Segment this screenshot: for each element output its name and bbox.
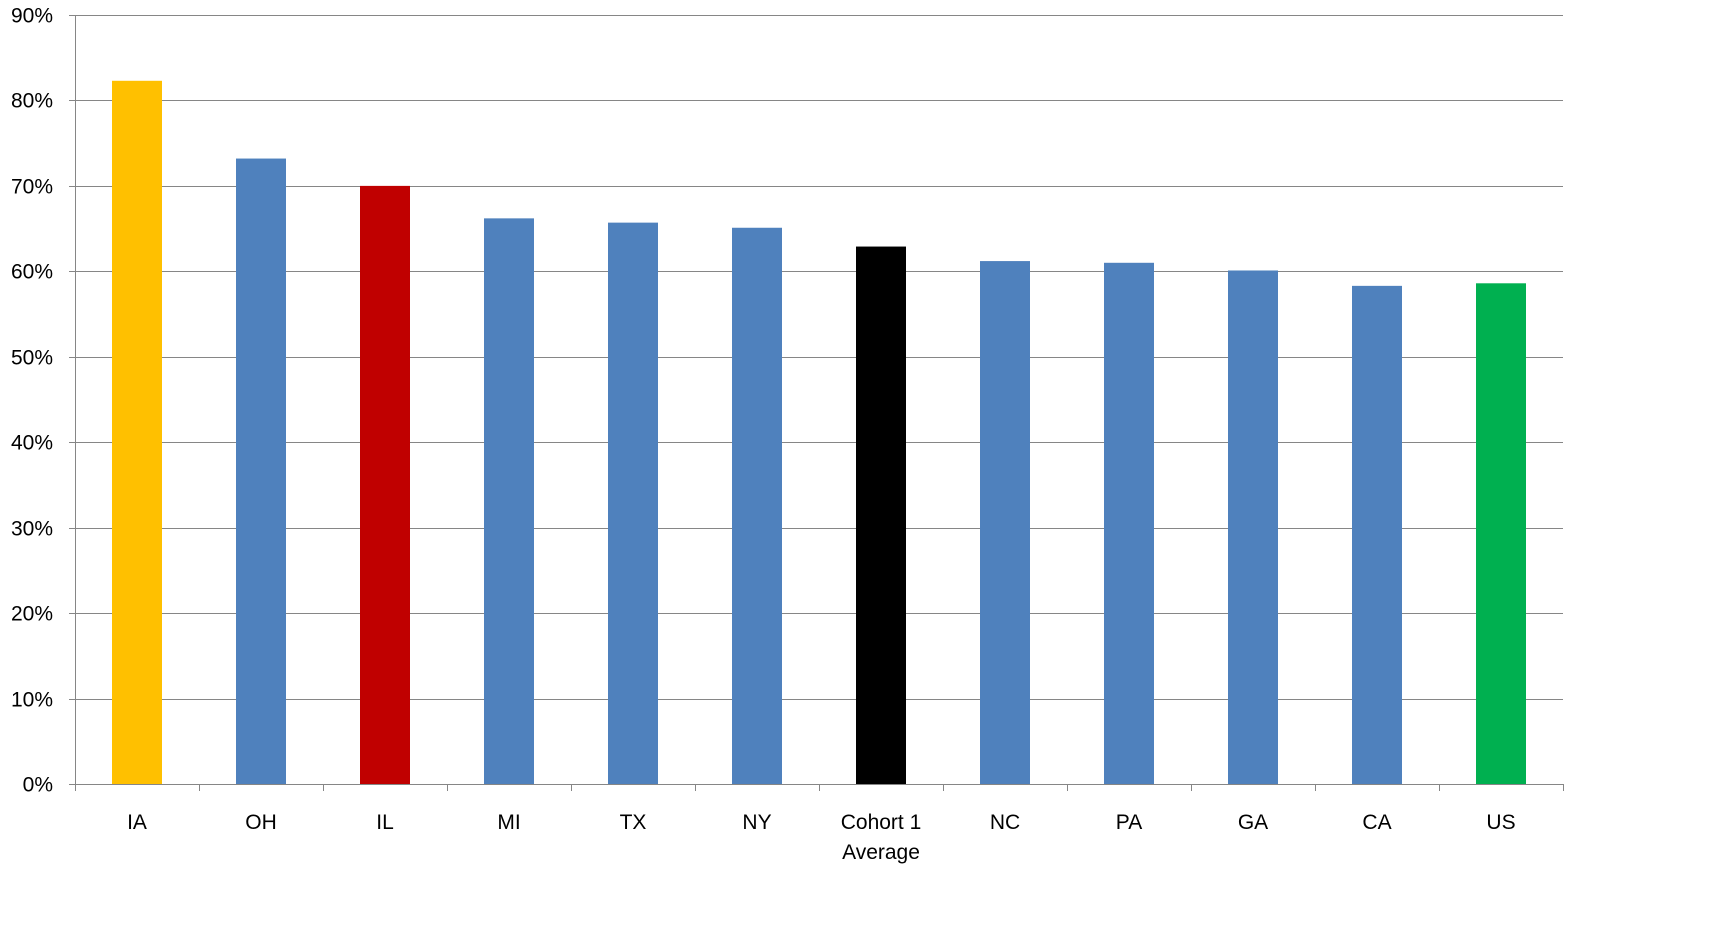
bar xyxy=(236,158,286,785)
y-tick-label: 80% xyxy=(11,90,53,113)
x-tick-label: GA xyxy=(1238,811,1268,834)
bar xyxy=(1476,283,1526,784)
y-tick-label: 40% xyxy=(11,432,53,455)
y-tick-label: 60% xyxy=(11,261,53,284)
bar xyxy=(608,222,658,784)
gridlines xyxy=(75,15,1563,700)
x-tick-label: MI xyxy=(497,811,520,834)
x-tick-label: IL xyxy=(376,811,394,834)
x-tick-label: NC xyxy=(990,811,1020,834)
bar xyxy=(856,246,906,784)
bar xyxy=(360,185,410,784)
y-tick-label: 70% xyxy=(11,176,53,199)
x-tick-label: TX xyxy=(620,811,647,834)
bar xyxy=(112,80,162,784)
y-tick-label: 30% xyxy=(11,518,53,541)
y-tick-label: 0% xyxy=(23,774,53,797)
bar xyxy=(980,261,1030,785)
axes xyxy=(69,15,1564,791)
x-tick-label: PA xyxy=(1116,811,1142,834)
x-tick-label: NY xyxy=(742,811,771,834)
bar xyxy=(1104,262,1154,784)
x-tick-label: US xyxy=(1486,811,1515,834)
x-tick-label: IA xyxy=(127,811,147,834)
bar xyxy=(1228,270,1278,784)
bar xyxy=(732,227,782,785)
y-tick-label: 20% xyxy=(11,603,53,626)
y-tick-labels: 0% 10% 20% 30% 40% 50% 60% 70% 80% 90% xyxy=(11,5,53,797)
bars xyxy=(112,80,1526,785)
bar xyxy=(484,218,534,784)
x-tick-label: OH xyxy=(245,811,277,834)
bar xyxy=(1352,285,1402,784)
x-tick-label: Cohort 1 Average xyxy=(841,811,922,864)
y-tick-label: 90% xyxy=(11,5,53,28)
x-tick-label: CA xyxy=(1362,811,1391,834)
y-tick-label: 50% xyxy=(11,347,53,370)
x-tick-labels: IA OH IL MI TX NY Cohort 1 Average NC PA GA CA US xyxy=(127,811,1516,864)
y-tick-label: 10% xyxy=(11,689,53,712)
